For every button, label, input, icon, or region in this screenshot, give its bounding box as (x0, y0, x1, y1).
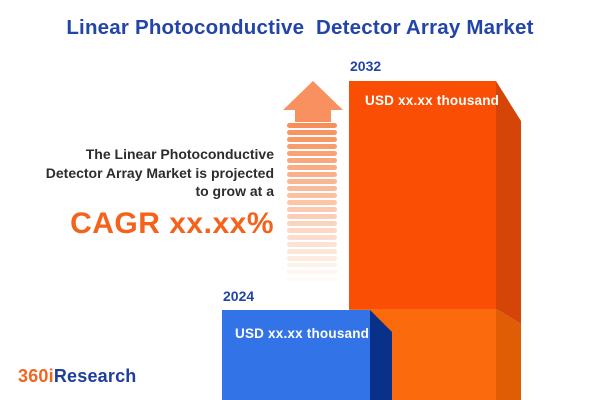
arrow-stripe (287, 157, 337, 163)
annotation-line-3: to grow at a (195, 183, 274, 199)
arrow-stripe (287, 269, 337, 275)
arrow-stripe (287, 276, 337, 282)
arrow-stripe (287, 178, 337, 184)
arrow-stripe (287, 150, 337, 156)
arrow-stripe (287, 220, 337, 226)
page-title: Linear Photoconductive Detector Array Ma… (66, 16, 534, 39)
annotation-line-1: The Linear Photoconductive (85, 146, 274, 162)
arrow-stripe (287, 206, 337, 212)
arrow-up-icon (283, 81, 343, 122)
arrow-stripe (287, 227, 337, 233)
bar-2032-side-lower (496, 309, 521, 400)
arrow-stripe (287, 262, 337, 268)
arrow-stripe (287, 164, 337, 170)
arrow-stripe (287, 143, 337, 149)
arrow-stripe (287, 255, 337, 261)
bar-2024-side (370, 310, 392, 400)
annotation-line-2: Detector Array Market is projected (45, 164, 274, 181)
bar-2032-side-upper (496, 81, 521, 324)
value-label-2032: USD xx.xx thousand (365, 93, 500, 108)
bar-2024-face (222, 310, 370, 400)
arrow-stripe (287, 248, 337, 254)
arrow-stripe (287, 123, 337, 128)
arrow-stripe (287, 241, 337, 247)
growth-arrow (283, 80, 343, 290)
logo-part-research: Research (53, 366, 137, 386)
bar-2032-face-upper (349, 81, 496, 309)
logo-360iresearch: 360iResearch (18, 366, 137, 387)
year-label-2024: 2024 (223, 288, 255, 304)
arrow-stripe (287, 213, 337, 219)
arrow-stripe (287, 185, 337, 191)
arrow-stripe (287, 192, 337, 198)
cagr-value: CAGR xx.xx% (70, 206, 274, 240)
value-label-2024: USD xx.xx thousand (235, 326, 370, 341)
arrow-stripe (287, 129, 337, 135)
arrow-stripe (287, 136, 337, 142)
year-label-2032: 2032 (350, 58, 382, 74)
arrow-fade-stripes (287, 123, 337, 284)
annotation-block: The Linear Photoconductive Detector Arra… (28, 145, 274, 241)
logo-part-360i: 360i (18, 366, 54, 386)
arrow-stripe (287, 234, 337, 240)
arrow-stripe (287, 199, 337, 205)
arrow-stripe (287, 171, 337, 177)
